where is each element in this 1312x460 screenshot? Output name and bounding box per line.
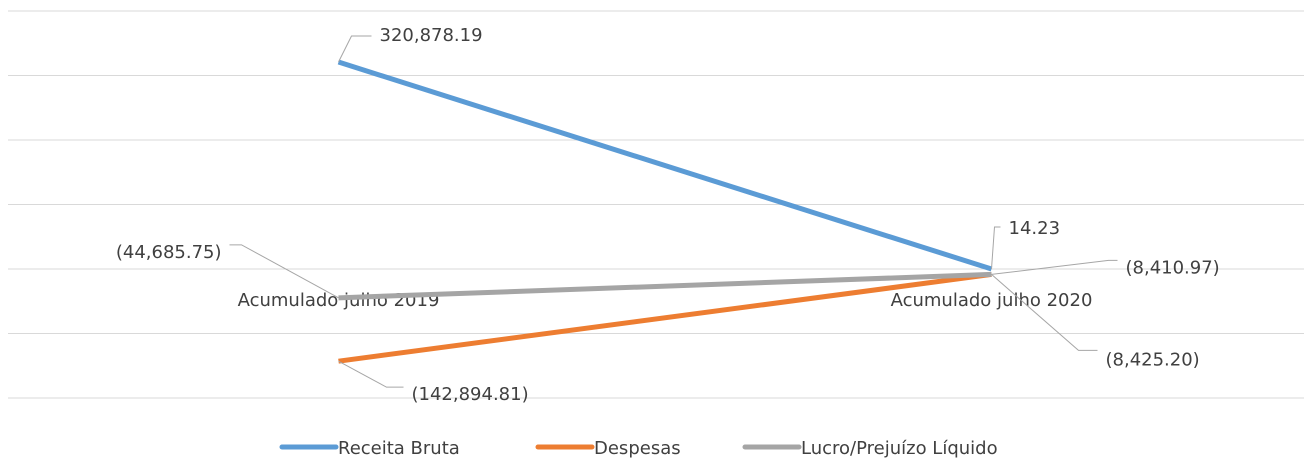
leader-line: [991, 274, 1098, 351]
leader-line: [991, 259, 1118, 275]
data-label: (142,894.81): [412, 384, 529, 405]
legend-label: Receita Bruta: [338, 438, 460, 459]
legend-label: Despesas: [594, 438, 681, 459]
data-label: (8,425.20): [1106, 349, 1200, 370]
legend-label: Lucro/Prejuízo Líquido: [801, 438, 998, 459]
data-label: (8,410.97): [1126, 257, 1220, 278]
data-label: 320,878.19: [380, 25, 483, 46]
series-line: [338, 271, 992, 301]
leader-line: [338, 360, 404, 388]
series-line: [338, 271, 992, 364]
leader-line: [991, 226, 1001, 270]
leader-line: [338, 35, 372, 63]
data-label: (44,685.75): [116, 242, 222, 263]
leader-line: [229, 244, 339, 299]
data-label: 14.23: [1009, 218, 1061, 239]
x-tick-label: Acumulado julho 2020: [891, 290, 1093, 311]
series-line: [337, 59, 993, 272]
